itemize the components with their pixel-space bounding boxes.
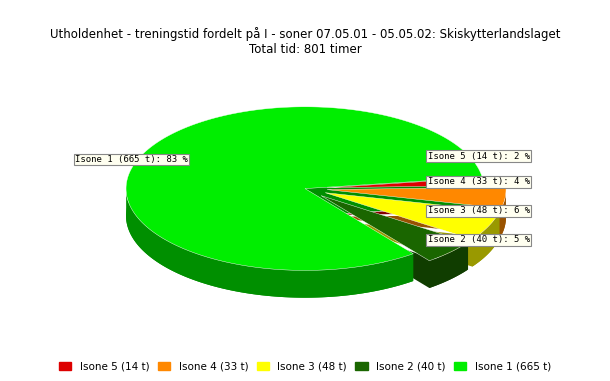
Polygon shape [325,220,500,267]
Polygon shape [321,195,468,261]
Polygon shape [126,134,483,298]
Text: Isone 5 (14 t): 2 %: Isone 5 (14 t): 2 % [428,152,530,161]
Text: Isone 4 (33 t): 4 %: Isone 4 (33 t): 4 % [428,177,530,186]
Legend: Isone 5 (14 t), Isone 4 (33 t), Isone 3 (48 t), Isone 2 (40 t), Isone 1 (665 t): Isone 5 (14 t), Isone 4 (33 t), Isone 3 … [55,357,555,376]
Polygon shape [472,211,500,267]
Polygon shape [126,186,414,298]
Polygon shape [126,107,483,271]
Polygon shape [327,187,506,208]
Polygon shape [321,223,468,288]
Polygon shape [325,193,500,239]
Polygon shape [327,215,506,235]
Text: Isone 1 (665 t): 83 %: Isone 1 (665 t): 83 % [75,155,188,164]
Text: Utholdenhet - treningstid fordelt på I - soner 07.05.01 - 05.05.02: Skiskytterla: Utholdenhet - treningstid fordelt på I -… [50,27,560,56]
Polygon shape [327,203,506,215]
Polygon shape [327,176,506,188]
Polygon shape [429,242,468,288]
Text: Isone 2 (40 t): 5 %: Isone 2 (40 t): 5 % [428,235,530,244]
Text: Isone 3 (48 t): 6 %: Isone 3 (48 t): 6 % [428,206,530,215]
Polygon shape [501,187,506,235]
